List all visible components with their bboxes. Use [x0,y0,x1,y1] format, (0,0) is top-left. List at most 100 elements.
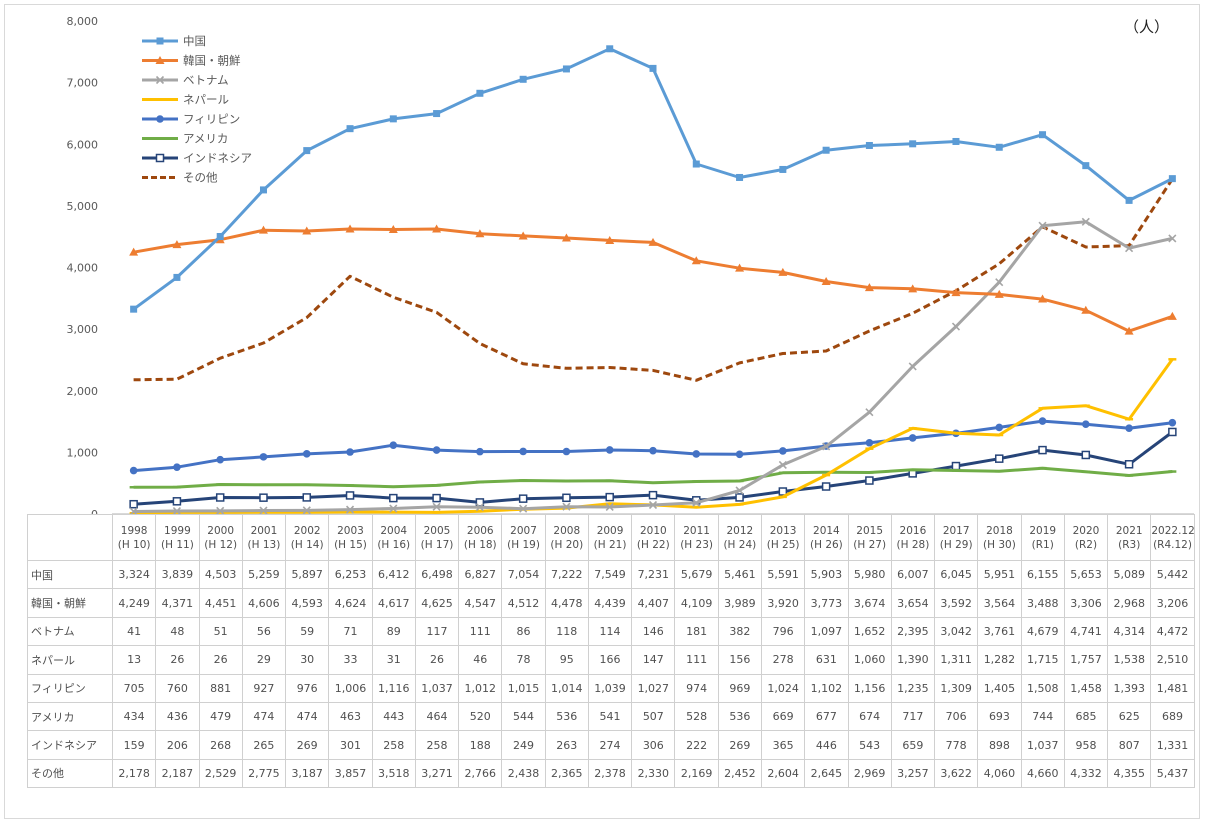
series-marker [475,229,485,238]
series-marker [1125,196,1133,204]
series-marker [994,454,1004,463]
data-label: 446 [804,730,849,760]
data-label: 365 [760,730,806,760]
data-label: 2,330 [631,758,676,789]
x-tick-label: 2013 (H 25) [760,514,806,561]
legend-label: ネパール [183,93,229,107]
series-line [133,178,1174,382]
series-marker [952,137,960,145]
row-label: ベトナム [27,616,113,647]
data-label: 78 [501,645,546,675]
data-label: 443 [371,701,416,732]
series-marker [432,502,441,511]
data-label: 669 [760,701,806,732]
series-marker [605,502,614,512]
series-marker [691,256,701,265]
data-label: 2,378 [587,758,633,789]
series-marker [432,224,442,233]
row-label: ネパール [27,645,113,675]
series-marker [345,224,355,233]
series-marker [735,493,744,502]
data-label: 4,660 [1020,758,1065,789]
data-label: 3,674 [847,588,892,618]
data-label: 536 [544,701,589,732]
data-label: 479 [198,701,243,732]
data-label: 1,393 [1107,673,1152,703]
x-tick-label: 2015 (H 27) [847,514,892,561]
data-label: 2,604 [760,758,806,789]
data-label: 693 [977,701,1022,732]
data-label: 5,089 [1107,559,1152,590]
series-marker [779,447,787,455]
series-marker [778,267,788,276]
data-label: 30 [285,645,330,675]
data-label: 474 [285,701,330,732]
series-marker [129,499,138,509]
series-marker [156,115,164,123]
series-marker [216,506,225,514]
series-marker [216,233,224,241]
legend-label: インドネシア [183,151,252,165]
data-label: 3,654 [890,588,936,618]
data-label: 33 [328,645,373,675]
data-label: 159 [111,730,157,760]
data-label: 7,054 [501,559,546,590]
data-label: 974 [674,673,719,703]
series-marker [736,173,744,181]
series-marker [302,226,312,235]
series-marker [389,115,397,123]
data-label: 898 [977,730,1022,760]
data-label: 3,324 [111,559,157,590]
data-label: 1,405 [977,673,1022,703]
series-marker [649,64,657,72]
series-marker [606,45,614,53]
x-tick-label: 2010 (H 22) [631,514,676,561]
x-tick-label: 2021 (R3) [1107,514,1152,561]
series-marker [735,263,745,272]
data-label: 1,311 [934,645,979,675]
series-marker [303,147,311,155]
table-header-row: 1998 (H 10) 1999 (H 11) 2000 (H 12) 2001 (H 13)… [27,514,1195,561]
data-label: 976 [285,673,330,703]
data-label: 1,039 [587,673,633,703]
data-label: 5,259 [241,559,287,590]
data-label: 434 [111,701,157,732]
table-row: フィリピン 705 760 881 927 976 1,006 1,116 1,037 1,012… [27,673,1195,703]
data-label: 528 [674,701,719,732]
data-label: 86 [501,616,546,647]
series-marker [519,75,527,83]
series-marker [778,460,787,470]
data-label: 7,222 [544,559,589,590]
data-label: 258 [414,730,460,760]
data-label: 463 [328,701,373,732]
series-marker [259,506,268,514]
data-label: 5,461 [717,559,762,590]
x-tick-label: 2006 (H 18) [458,514,503,561]
x-tick-label: 2002 (H 14) [285,514,330,561]
x-tick-label: 2001 (H 13) [241,514,287,561]
data-label: 927 [241,673,287,703]
data-label: 2,645 [804,758,849,789]
data-label: 51 [198,616,243,647]
series-marker [908,284,918,293]
series-marker [778,487,788,496]
series-marker [735,450,744,459]
data-label: 3,042 [934,616,979,647]
series-marker [605,492,614,502]
data-label: 5,679 [674,559,719,590]
data-label: 263 [544,730,589,760]
y-tick-label: 2,000 [67,385,99,398]
data-label: 1,156 [847,673,892,703]
series-marker [865,408,874,417]
series-marker [1168,427,1177,437]
data-label: 631 [804,645,849,675]
data-label: 6,498 [414,559,460,590]
row-label: フィリピン [27,673,113,703]
series-marker [259,453,268,461]
series-line [132,47,1174,311]
series-marker [518,494,528,503]
data-label: 4,451 [198,588,243,618]
data-label: 4,109 [674,588,719,618]
x-tick-label: 2016 (H 28) [890,514,936,561]
y-tick-label: 1,000 [67,446,99,459]
